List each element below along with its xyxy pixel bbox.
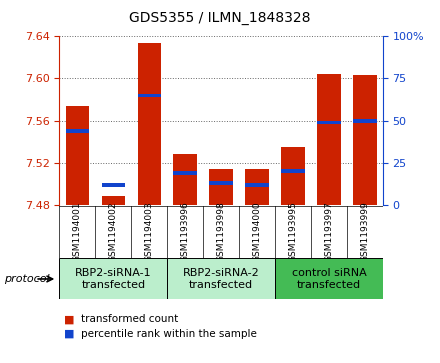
Bar (102, 196, 125, 205)
Text: protocol: protocol (4, 274, 50, 284)
Bar (138, 42, 161, 205)
Bar (173, 155, 197, 205)
Bar (173, 171, 197, 175)
Text: RBP2-siRNA-1
transfected: RBP2-siRNA-1 transfected (75, 268, 152, 290)
Text: transformed count: transformed count (81, 314, 179, 325)
Bar (66, 129, 89, 133)
Bar (59, 258, 167, 299)
Bar (275, 258, 383, 299)
Text: GSM1194000: GSM1194000 (253, 201, 261, 262)
Text: GDS5355 / ILMN_1848328: GDS5355 / ILMN_1848328 (129, 11, 311, 25)
Bar (281, 170, 304, 173)
Bar (246, 169, 269, 205)
Bar (281, 147, 304, 205)
Bar (209, 169, 233, 205)
Text: GSM1193997: GSM1193997 (324, 201, 334, 262)
Text: ■: ■ (64, 329, 74, 339)
Bar (138, 94, 161, 97)
Text: control siRNA
transfected: control siRNA transfected (292, 268, 366, 290)
Text: GSM1194003: GSM1194003 (145, 201, 154, 262)
Text: GSM1193995: GSM1193995 (289, 201, 297, 262)
Text: percentile rank within the sample: percentile rank within the sample (81, 329, 257, 339)
Bar (353, 76, 377, 205)
Text: GSM1193998: GSM1193998 (216, 201, 226, 262)
Text: GSM1193996: GSM1193996 (181, 201, 190, 262)
Text: GSM1194002: GSM1194002 (109, 201, 118, 262)
Text: GSM1193999: GSM1193999 (360, 201, 369, 262)
Bar (246, 183, 269, 187)
Bar (167, 258, 275, 299)
Bar (317, 121, 341, 124)
Text: GSM1194001: GSM1194001 (73, 201, 82, 262)
Bar (317, 74, 341, 205)
Bar (353, 119, 377, 123)
Bar (66, 106, 89, 205)
Text: ■: ■ (64, 314, 74, 325)
Bar (102, 183, 125, 187)
Text: RBP2-siRNA-2
transfected: RBP2-siRNA-2 transfected (183, 268, 260, 290)
Bar (209, 181, 233, 185)
